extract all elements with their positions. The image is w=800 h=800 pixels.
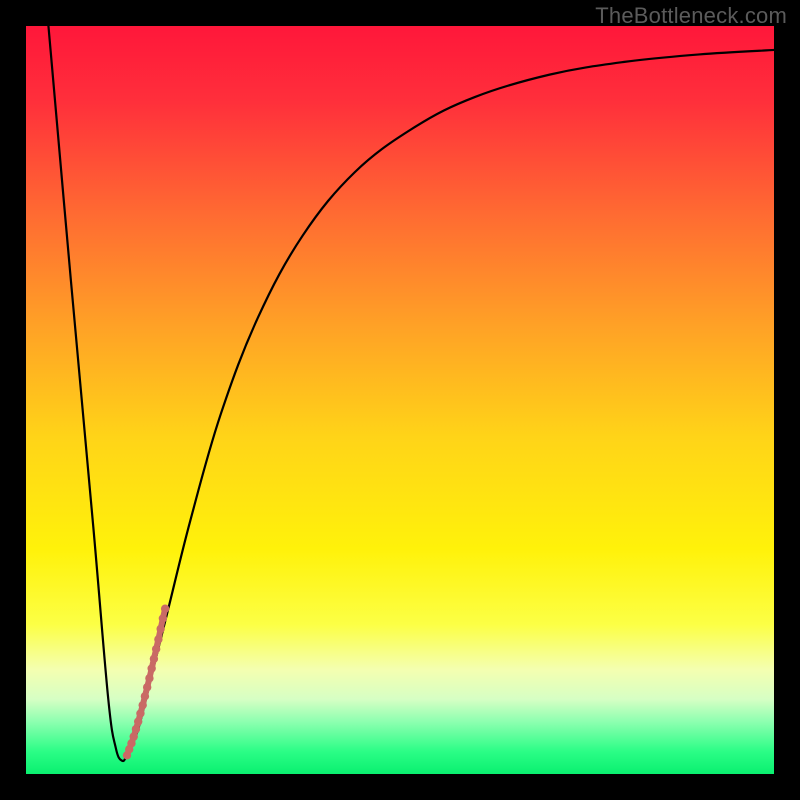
plot-area	[26, 26, 774, 774]
highlight-marker	[141, 692, 149, 700]
highlight-marker	[136, 709, 144, 717]
highlight-marker	[132, 725, 140, 733]
highlight-marker	[161, 604, 169, 612]
highlight-marker	[156, 625, 164, 633]
watermark-text: TheBottleneck.com	[595, 3, 787, 29]
highlight-marker	[143, 683, 151, 691]
highlight-marker	[138, 701, 146, 709]
highlight-marker	[145, 674, 153, 682]
bottleneck-curve-chart	[0, 0, 800, 800]
highlight-marker	[130, 732, 138, 740]
highlight-marker	[154, 635, 162, 643]
highlight-marker	[152, 645, 160, 653]
highlight-marker	[150, 655, 158, 663]
highlight-marker	[147, 664, 155, 672]
chart-frame: TheBottleneck.com	[0, 0, 800, 800]
highlight-marker	[159, 614, 167, 622]
highlight-marker	[134, 717, 142, 725]
